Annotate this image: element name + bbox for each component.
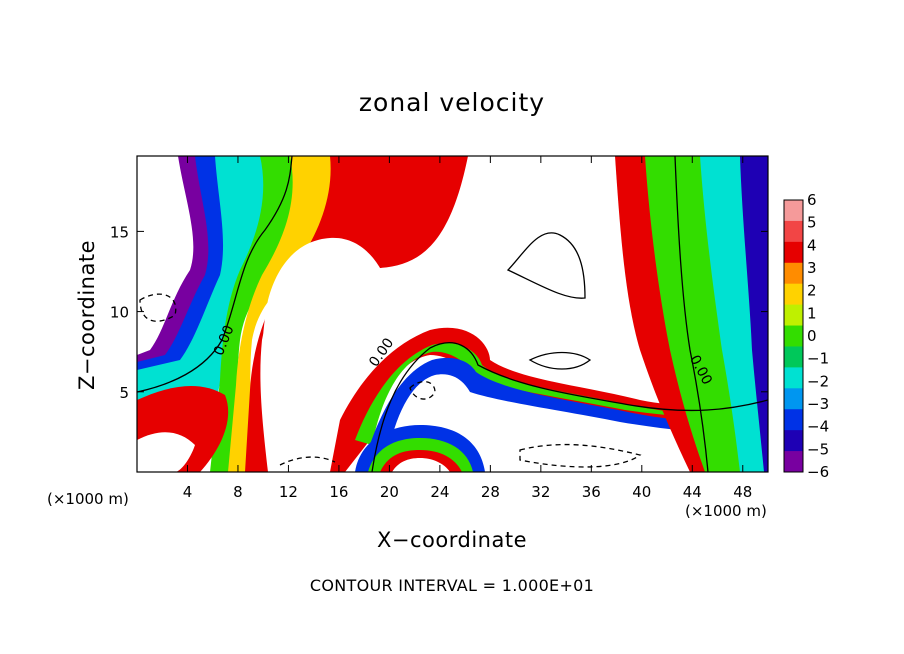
field-region-6 — [262, 237, 393, 445]
colorbar-label-12: −6 — [807, 463, 829, 481]
field-region-8 — [355, 343, 768, 445]
colorbar-swatch-12 — [784, 451, 803, 473]
x-tick-label-0: 4 — [183, 483, 193, 501]
colorbar-label-1: 5 — [807, 214, 817, 232]
x-tick-label-5: 24 — [430, 483, 449, 501]
x-tick-label-6: 28 — [481, 483, 500, 501]
colorbar-label-7: −1 — [807, 350, 829, 368]
colorbar-swatch-10 — [784, 409, 803, 431]
contour-lines — [137, 156, 768, 472]
contour-line-1 — [371, 342, 768, 472]
field-region-5 — [245, 156, 468, 472]
colorbar-label-3: 3 — [807, 259, 817, 277]
x-tick-label-9: 40 — [632, 483, 651, 501]
colorbar-swatch-0 — [784, 200, 803, 222]
field-region-19 — [137, 432, 195, 472]
plot-frame — [136, 155, 769, 473]
colorbar-label-11: −5 — [807, 440, 829, 458]
field-region-13 — [740, 156, 768, 472]
colorbar-label-6: 0 — [807, 327, 817, 345]
field-region-3 — [210, 156, 450, 472]
colorbar-label-10: −4 — [807, 418, 829, 436]
colorbar-swatch-4 — [784, 283, 803, 306]
colorbar-swatch-7 — [784, 346, 803, 368]
colorbar-swatch-6 — [784, 325, 803, 347]
x-tick-label-7: 32 — [531, 483, 550, 501]
colorbar-swatch-8 — [784, 367, 803, 389]
colorbar-label-4: 2 — [807, 282, 817, 300]
colorbar-label-2: 4 — [807, 236, 817, 254]
contour-line-0 — [137, 156, 293, 393]
colorbar: 6 5 4 3 2 1 0 −1 −2 −3 −4 −5 −6 — [783, 191, 829, 481]
x-axis: 4 8 12 16 20 24 28 32 36 40 44 48 — [183, 156, 752, 501]
x-unit-right: (×1000 m) — [685, 502, 767, 520]
contour-line-8 — [279, 456, 336, 466]
contour-line-6 — [409, 381, 436, 400]
x-tick-label-4: 20 — [380, 483, 399, 501]
x-unit-left: (×1000 m) — [47, 490, 129, 508]
contour-interval-note: CONTOUR INTERVAL = 1.000E+01 — [309, 576, 595, 595]
colorbar-swatch-3 — [784, 262, 803, 285]
x-tick-label-11: 48 — [733, 483, 752, 501]
x-tick-label-8: 36 — [582, 483, 601, 501]
y-tick-label-0: 5 — [119, 384, 129, 402]
y-tick-label-1: 10 — [110, 304, 129, 322]
y-tick-label-2: 15 — [110, 223, 129, 241]
colorbar-swatch-1 — [784, 220, 803, 243]
x-tick-label-3: 16 — [329, 483, 348, 501]
colorbar-swatch-9 — [784, 388, 803, 410]
x-tick-label-1: 8 — [233, 483, 243, 501]
colorbar-swatch-11 — [784, 430, 803, 452]
contour-line-5 — [139, 293, 177, 322]
colorbar-label-9: −3 — [807, 395, 829, 413]
colorbar-label-5: 1 — [807, 304, 817, 322]
contour-line-7 — [519, 443, 642, 468]
x-axis-label: X−coordinate — [377, 528, 527, 552]
contour-line-2 — [674, 156, 709, 472]
chart-title: zonal velocity — [358, 88, 546, 117]
colorbar-swatch-5 — [784, 304, 803, 327]
colorbar-swatch-2 — [784, 241, 803, 264]
field-region-17 — [392, 458, 450, 472]
colorbar-frame — [783, 199, 804, 473]
y-axis-label: Z−coordinate — [75, 240, 99, 390]
colorbar-label-8: −2 — [807, 372, 829, 390]
contour-line-3 — [506, 232, 586, 299]
x-tick-label-2: 12 — [279, 483, 298, 501]
contour-line-4 — [528, 351, 592, 370]
colorbar-label-0: 6 — [807, 191, 817, 209]
y-axis: 5 10 15 — [110, 223, 768, 402]
x-tick-label-10: 44 — [683, 483, 702, 501]
velocity-field — [137, 156, 768, 472]
